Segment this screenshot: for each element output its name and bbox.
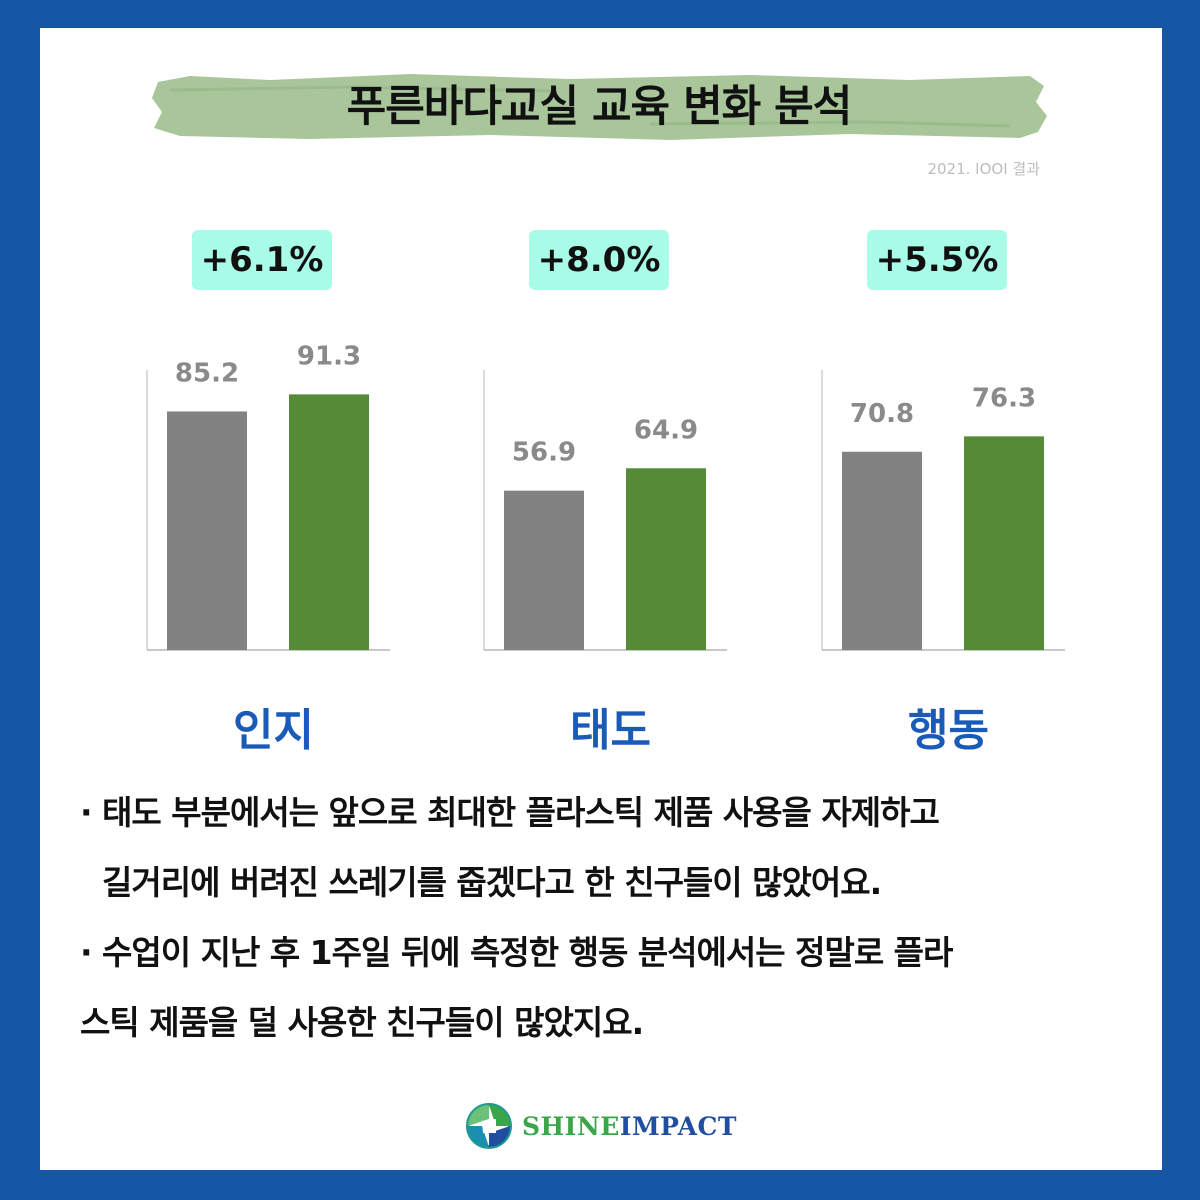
bar-value-label: 85.2 [175, 358, 239, 388]
bar-value-label: 64.9 [634, 415, 698, 445]
bar-before [167, 411, 247, 650]
bar-after [626, 468, 706, 650]
shine-logo-icon [466, 1103, 512, 1149]
title-brush-stroke [152, 74, 1047, 140]
note-line: 길거리에 버려진 쓰레기를 줍겠다고 한 친구들이 많았어요. [102, 863, 882, 902]
bar-before [504, 490, 584, 650]
change-badge: +6.1% [192, 230, 332, 290]
category-label: 태도 [570, 705, 651, 756]
logo-text-impact: IMPACT [619, 1111, 738, 1141]
logo-text-shine: SHINE [522, 1111, 620, 1141]
bar-after [964, 436, 1044, 650]
category-label: 인지 [233, 705, 314, 756]
analysis-notes: · 태도 부분에서는 앞으로 최대한 플라스틱 제품 사용을 자제하고 길거리에… [80, 790, 1140, 1070]
change-badge: +8.0% [529, 230, 669, 290]
note-line: · 수업이 지난 후 1주일 뒤에 측정한 행동 분석에서는 정말로 플라 [80, 933, 953, 972]
bar-value-label: 56.9 [512, 438, 576, 468]
bar-after [289, 394, 369, 650]
category-label: 행동 [908, 705, 989, 756]
survey-date-note: 2021. IOOI 결과 [927, 160, 1040, 178]
note-line: 스틱 제품을 덜 사용한 친구들이 많았지요. [80, 1003, 644, 1042]
page-title: 푸른바다교실 교육 변화 분석 [346, 82, 853, 132]
note-line: · 태도 부분에서는 앞으로 최대한 플라스틱 제품 사용을 자제하고 [80, 793, 940, 832]
shineimpact-logo: SHINEIMPACT [466, 1102, 737, 1150]
bar-value-label: 91.3 [297, 341, 361, 371]
bar-value-label: 70.8 [850, 399, 914, 429]
bar-before [842, 451, 922, 650]
bar-value-label: 76.3 [972, 383, 1036, 413]
change-badge: +5.5% [867, 230, 1007, 290]
